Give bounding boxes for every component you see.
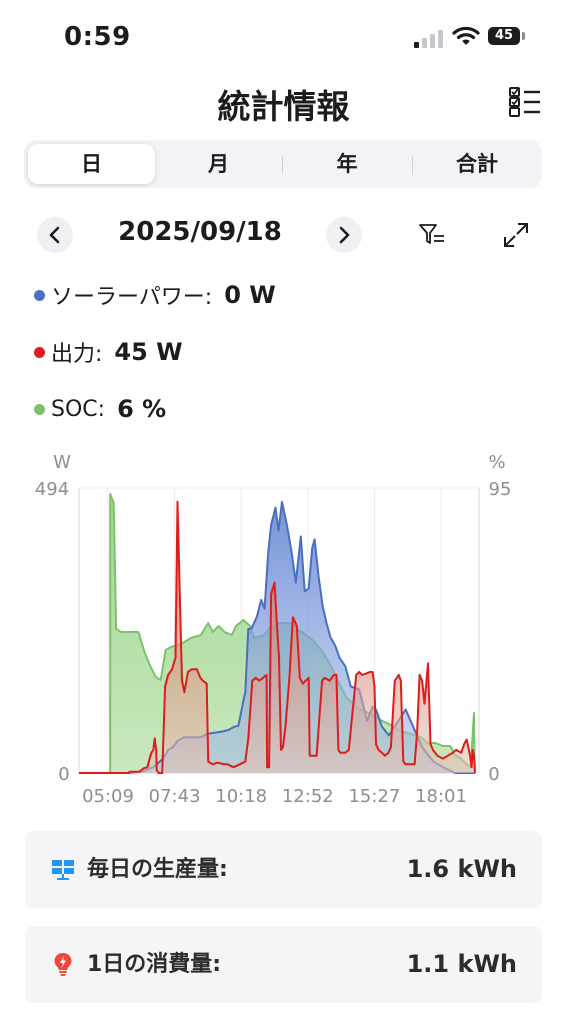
right-axis-max-label: 95 [489, 479, 512, 500]
date-label[interactable]: 2025/09/18 [118, 217, 282, 247]
legend-value: 45 W [114, 338, 183, 366]
legend-label: ソーラーパワー: [51, 285, 213, 310]
tab-day[interactable]: 日 [28, 144, 155, 184]
daily-production-card: 毎日の生産量: 1.6 kWh [25, 831, 542, 908]
solar-dot [34, 289, 45, 301]
chevron-right-icon [339, 226, 350, 244]
left-axis-min-label: 0 [58, 764, 69, 785]
x-tick-label: 18:01 [415, 786, 467, 807]
expand-icon[interactable] [502, 221, 530, 249]
x-tick-label: 07:43 [149, 786, 201, 807]
x-tick-label: 12:52 [282, 786, 334, 807]
card-label: 1日の消費量: [87, 952, 222, 977]
right-axis-min-label: 0 [488, 764, 499, 785]
battery-icon: 45 [488, 27, 520, 45]
chart-axis-labels: W 494 0% 95 0 05:09 07:43 10:18 12:52 15:27 18:01 [35, 452, 512, 807]
legend-value: 6 % [117, 395, 167, 423]
legend-label: 出力: [51, 342, 103, 367]
chevron-left-icon [49, 226, 60, 244]
battery-tip [522, 32, 525, 40]
solar-panel-icon [52, 860, 74, 880]
card-value: 1.6 kWh [406, 855, 517, 883]
status-time: 0:59 [64, 22, 131, 52]
soc-dot [34, 403, 45, 415]
output-series-line [79, 500, 476, 774]
legend-soc: SOC: 6 % [34, 394, 166, 424]
x-tick-label: 10:18 [215, 786, 267, 807]
cellular-signal-icon [414, 28, 444, 48]
previous-day-button[interactable] [37, 217, 73, 253]
period-tabs: 日 月 年 合計 [24, 140, 542, 188]
power-soc-chart[interactable]: W 494 0% 95 0 05:09 07:43 10:18 12:52 15:27 18:01 [0, 440, 567, 820]
legend-solar-power: ソーラーパワー: 0 W [34, 280, 276, 310]
right-axis-unit: % [488, 452, 505, 473]
left-axis-unit: W [53, 452, 71, 473]
filter-icon[interactable] [418, 221, 446, 249]
wifi-icon [452, 26, 480, 45]
output-dot [34, 346, 45, 358]
card-value: 1.1 kWh [406, 950, 517, 978]
tab-month[interactable]: 月 [208, 152, 229, 176]
page-title: 統計情報 [217, 87, 350, 126]
tab-divider [282, 156, 283, 174]
tab-year[interactable]: 年 [336, 152, 358, 176]
legend-value: 0 W [224, 281, 276, 309]
daily-consumption-card: 1日の消費量: 1.1 kWh [25, 926, 542, 1003]
legend-output: 出力: 45 W [34, 337, 183, 367]
lightbulb-icon [54, 953, 72, 976]
legend-label: SOC: [51, 396, 106, 422]
checklist-icon[interactable] [508, 86, 542, 118]
next-day-button[interactable] [326, 217, 362, 253]
card-label: 毎日の生産量: [87, 857, 228, 882]
tab-divider [412, 156, 413, 174]
x-tick-label: 15:27 [348, 786, 400, 807]
chart-grid [78, 487, 480, 774]
tab-total[interactable]: 合計 [456, 152, 498, 176]
left-axis-max-label: 494 [35, 479, 69, 500]
x-tick-label: 05:09 [82, 786, 134, 807]
chart-areas [79, 493, 476, 774]
